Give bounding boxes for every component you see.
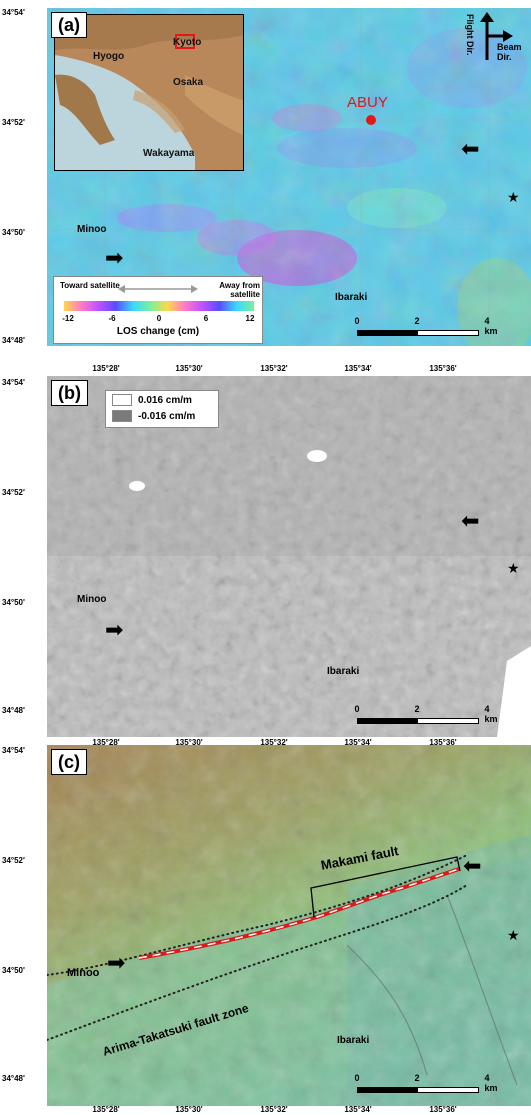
scale-bar-b: 0 2 4 km (354, 702, 498, 732)
panel-c-label: (c) (51, 749, 87, 775)
los-colorbar-legend: Toward satellite Away from satellite -12… (53, 276, 263, 344)
lat-label-52-a: 34°52' (2, 118, 25, 127)
lat-label-50-a: 34°50' (2, 228, 25, 237)
scale-bar-c: 0 2 4 km (354, 1071, 498, 1101)
colorbar-title: LOS change (cm) (116, 326, 200, 337)
flight-direction-label: Flight Dir. (465, 14, 475, 56)
two-way-arrow-icon (118, 285, 198, 293)
inset-label-hyogo: Hyogo (93, 51, 125, 62)
scale-bar-a: 0 2 4 km (354, 314, 498, 344)
inset-label-wakayama: Wakayama (143, 148, 195, 159)
lon-label-32-a: 135°32' (260, 364, 288, 373)
lat-label-54-c: 34°54' (2, 746, 25, 755)
place-minoo-a: Minoo (77, 224, 107, 235)
colorbar-tick-3: 6 (203, 314, 209, 323)
place-minoo-c: Minoo (67, 967, 100, 979)
deformation-arrow-west-b: ➡ (105, 617, 124, 642)
panel-a-label: (a) (51, 12, 87, 38)
inset-terrain (55, 15, 243, 170)
lon-label-28-a: 135°28' (92, 364, 120, 373)
colorbar-tick-1: -6 (108, 314, 116, 323)
gradient-panel: (b) 0.016 cm/m -0.016 cm/m ➡ ➡ ★ Minoo I… (47, 376, 531, 737)
lon-label-36-c: 135°36' (429, 1105, 457, 1114)
lat-label-48-b: 34°48' (2, 706, 25, 715)
deformation-arrow-west-c: ➡ (107, 950, 126, 975)
study-area-box (175, 34, 195, 49)
fault-trace-line (138, 867, 460, 960)
lat-label-52-b: 34°52' (2, 488, 25, 497)
swatch-positive (112, 394, 132, 406)
deformation-arrow-east-b: ➡ (461, 508, 480, 533)
scale-tick-end: 4 km (484, 316, 498, 336)
inset-label-kyoto: Kyoto (173, 37, 202, 48)
fault-map-panel: (c) Makami fault Minoo Arima-Takatsuki f… (47, 745, 531, 1106)
lat-label-50-b: 34°50' (2, 598, 25, 607)
makami-bracket (310, 856, 461, 918)
lon-label-30-a: 135°30' (175, 364, 203, 373)
deformation-arrow-east-c: ➡ (463, 853, 482, 878)
lon-label-30-b: 135°30' (175, 738, 203, 747)
lon-label-32-b: 135°32' (260, 738, 288, 747)
scale-tick-zero-b: 0 (354, 704, 360, 714)
lon-label-28-b: 135°28' (92, 738, 120, 747)
lat-label-52-c: 34°52' (2, 856, 25, 865)
scale-tick-mid-b: 2 (414, 704, 420, 714)
regional-inset-map: Kyoto Hyogo Osaka Wakayama (54, 14, 244, 171)
place-ibaraki-a: Ibaraki (335, 292, 368, 303)
lat-label-48-c: 34°48' (2, 1074, 25, 1083)
lat-label-54-a: 34°54' (2, 8, 25, 17)
lat-label-54-b: 34°54' (2, 378, 25, 387)
lon-label-36-b: 135°36' (429, 738, 457, 747)
lat-label-50-c: 34°50' (2, 966, 25, 975)
direction-indicator: Flight Dir. Beam Dir. (465, 10, 529, 66)
direction-arrows-icon (480, 12, 513, 60)
place-ibaraki-c: Ibaraki (337, 1035, 370, 1046)
fault-trace-overlay (138, 856, 461, 960)
gnss-station-marker (366, 115, 376, 125)
swatch-negative (112, 410, 132, 422)
gradient-legend: 0.016 cm/m -0.016 cm/m (105, 390, 219, 428)
scale-tick-end-c: 4 km (484, 1073, 498, 1093)
lon-label-30-c: 135°30' (175, 1105, 203, 1114)
lat-label-48-a: 34°48' (2, 336, 25, 345)
lon-label-34-a: 135°34' (344, 364, 372, 373)
scale-tick-end-b: 4 km (484, 704, 498, 724)
star-marker-a: ★ (507, 189, 520, 205)
scale-tick-mid-c: 2 (414, 1073, 420, 1083)
deformation-arrow-west-a: ➡ (105, 245, 124, 270)
star-marker-c: ★ (507, 927, 520, 943)
lon-label-34-b: 135°34' (344, 738, 372, 747)
panel-b-label: (b) (51, 380, 88, 406)
lon-label-28-c: 135°28' (92, 1105, 120, 1114)
star-marker-b: ★ (507, 560, 520, 576)
scale-tick-zero-c: 0 (354, 1073, 360, 1083)
scale-tick-mid: 2 (414, 316, 420, 326)
legend-row-positive: 0.016 cm/m (112, 394, 192, 406)
lon-label-34-c: 135°34' (344, 1105, 372, 1114)
lon-label-32-c: 135°32' (260, 1105, 288, 1114)
deformation-arrow-east-a: ➡ (461, 136, 480, 161)
inset-label-osaka: Osaka (173, 77, 204, 88)
legend-row-negative: -0.016 cm/m (112, 410, 195, 422)
gradient-image (47, 376, 531, 737)
fault-trace-dash (138, 868, 460, 959)
legend-negative-label: -0.016 cm/m (138, 410, 196, 422)
scale-tick-zero: 0 (354, 316, 360, 326)
legend-positive-label: 0.016 cm/m (138, 394, 192, 406)
los-colorbar (64, 301, 254, 311)
place-minoo-b: Minoo (77, 594, 107, 605)
place-ibaraki-b: Ibaraki (327, 666, 360, 677)
colorbar-tick-0: -12 (62, 314, 74, 323)
interferogram-panel: (a) Kyoto Hyogo Osaka Wakayama Flight Di… (47, 8, 531, 346)
legend-toward-satellite: Toward satellite (60, 281, 120, 290)
station-label-abuy: ABUY (347, 94, 388, 111)
colorbar-tick-4: 12 (245, 314, 255, 323)
lon-label-36-a: 135°36' (429, 364, 457, 373)
beam-direction-label: Beam Dir. (497, 42, 522, 62)
colorbar-tick-2: 0 (156, 314, 162, 323)
legend-away-from-satellite: Away from satellite (219, 281, 260, 299)
